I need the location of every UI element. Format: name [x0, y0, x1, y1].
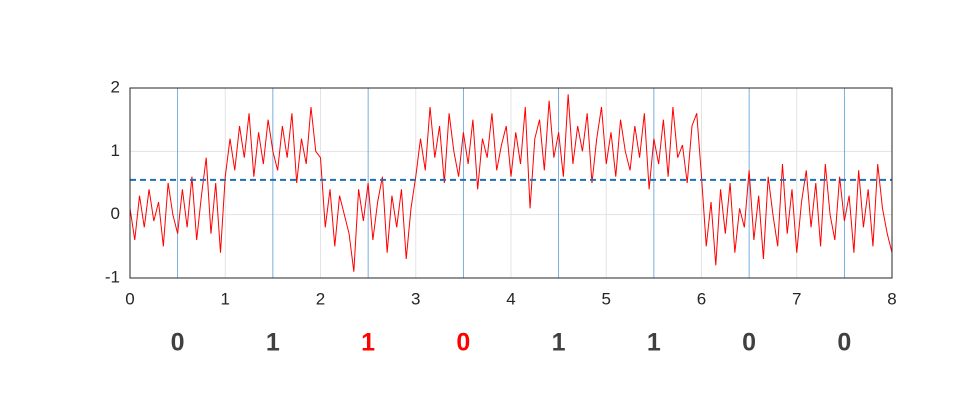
- x-tick-label: 0: [125, 289, 134, 308]
- y-tick-label: 1: [111, 141, 120, 160]
- signal-line: [129, 94, 893, 272]
- bit-label: 1: [361, 329, 375, 357]
- x-tick-label: 4: [506, 289, 515, 308]
- bit-label: 0: [456, 329, 470, 357]
- x-tick-label: 8: [887, 289, 896, 308]
- bit-label: 1: [552, 329, 566, 357]
- x-tick-label: 3: [411, 289, 420, 308]
- bit-label: 0: [837, 329, 851, 357]
- bit-label: 1: [647, 329, 661, 357]
- x-tick-label: 7: [792, 289, 801, 308]
- x-tick-label: 1: [221, 289, 230, 308]
- y-tick-label: 2: [111, 77, 120, 96]
- x-tick-label: 2: [316, 289, 325, 308]
- bit-label: 1: [266, 329, 280, 357]
- x-tick-label: 6: [697, 289, 706, 308]
- bit-label: 0: [171, 329, 185, 357]
- axes-frame: [129, 87, 893, 279]
- x-tick-label: 5: [602, 289, 611, 308]
- bit-label: 0: [742, 329, 756, 357]
- y-tick-label: -1: [105, 267, 120, 286]
- y-tick-label: 0: [111, 204, 120, 223]
